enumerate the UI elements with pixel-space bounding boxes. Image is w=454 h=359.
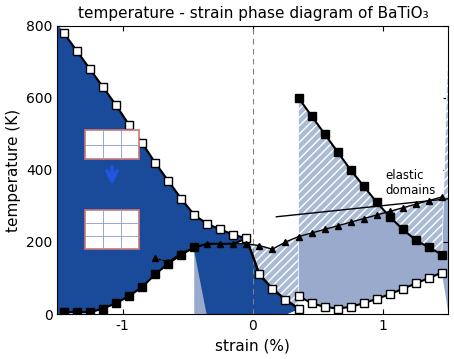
X-axis label: strain (%): strain (%) [216, 339, 291, 354]
Polygon shape [194, 197, 449, 314]
Title: temperature - strain phase diagram of BaTiO₃: temperature - strain phase diagram of Ba… [78, 5, 428, 20]
Polygon shape [57, 26, 299, 314]
Text: elastic
domains: elastic domains [386, 169, 436, 197]
Polygon shape [194, 238, 299, 314]
Bar [85, 130, 139, 159]
Polygon shape [299, 26, 449, 255]
Bar [85, 210, 139, 249]
Polygon shape [155, 237, 299, 309]
Y-axis label: temperature (K): temperature (K) [5, 108, 20, 232]
